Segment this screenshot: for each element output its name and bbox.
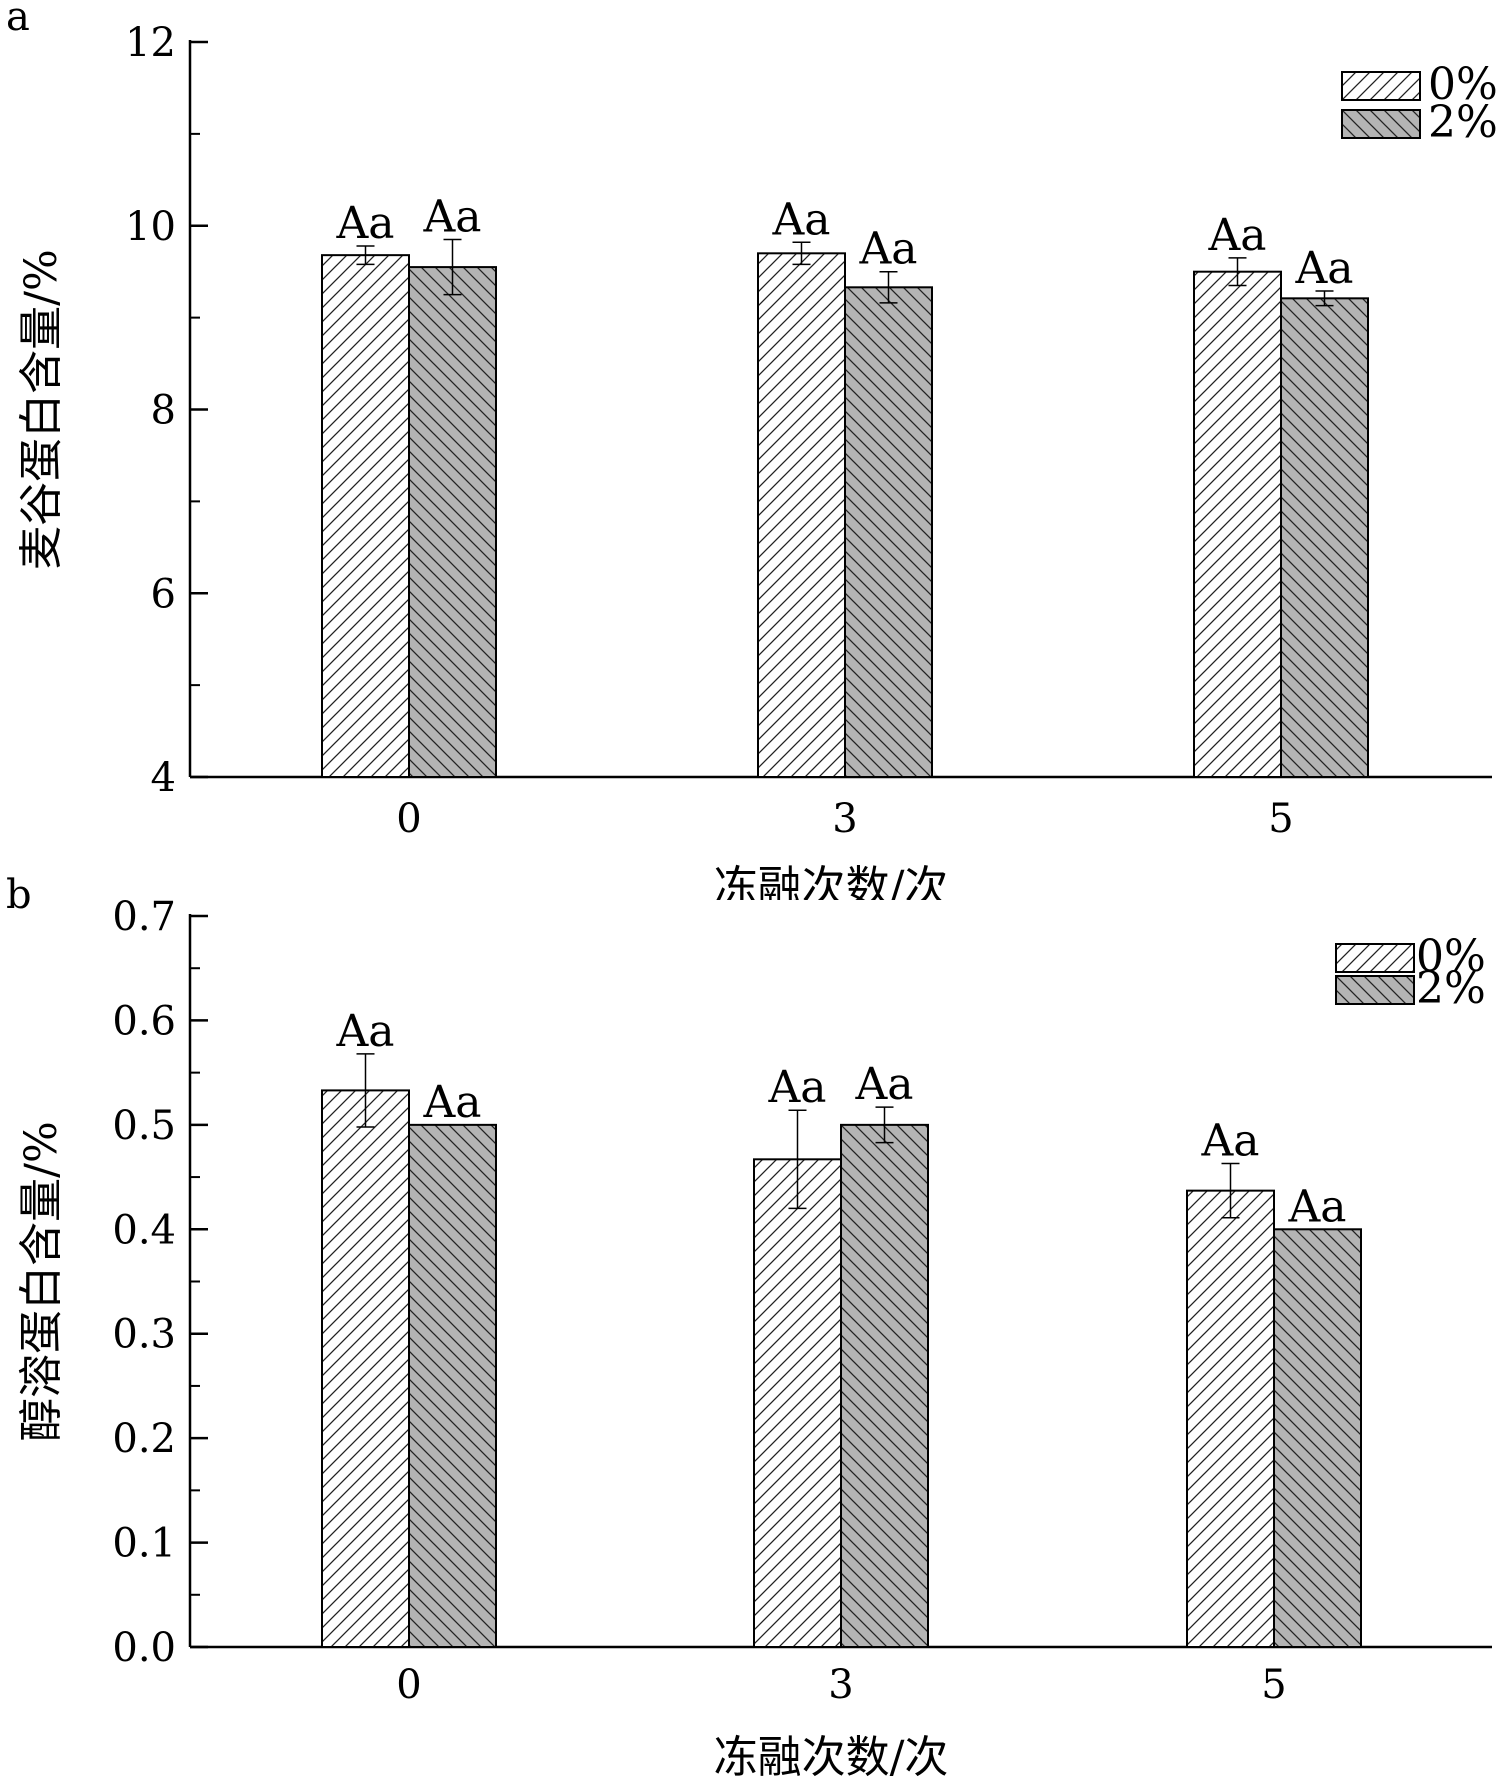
y-tick-label: 6	[151, 571, 176, 617]
legend-swatch	[1335, 975, 1415, 1005]
x-tick-label: 3	[828, 1662, 853, 1708]
significance-label: Aa	[854, 1059, 913, 1110]
x-tick-label: 3	[832, 796, 857, 842]
legend-label: 0%	[1416, 931, 1486, 982]
bar	[1273, 1228, 1362, 1648]
legend-label: 0%	[1428, 59, 1498, 110]
x-tick-label: 0	[396, 796, 421, 842]
bar	[1280, 297, 1369, 778]
significance-label: Aa	[1207, 210, 1266, 261]
bar	[840, 1123, 929, 1649]
bar-chart-a: 4 6 8 10 12 0 3 5 Aa Aa Aa Aa Aa Aa 0%2% 冻融次数/次 麦谷蛋白含量/%	[16, 20, 1498, 900]
significance-label: Aa	[422, 1077, 481, 1128]
bar	[753, 1158, 842, 1648]
y-tick-label: 0.2	[112, 1416, 176, 1462]
significance-label: Aa	[422, 192, 481, 243]
bar-chart-b: 0.0 0.1 0.2 0.3 0.4 0.5 0.6 0.7 0 3 5 Aa Aa Aa Aa Aa Aa 0…	[16, 894, 1492, 1783]
significance-label: Aa	[858, 224, 917, 275]
bar	[757, 252, 846, 778]
x-tick-label: 0	[396, 1662, 421, 1708]
y-tick-label: 0.4	[112, 1207, 176, 1253]
significance-label: Aa	[1287, 1181, 1346, 1232]
y-tick-label: 0.0	[112, 1625, 176, 1671]
bar	[321, 1089, 410, 1649]
y-tick-label: 0.6	[112, 998, 176, 1044]
y-axis-title: 麦谷蛋白含量/%	[16, 249, 67, 570]
chart-panel-b: b 0.0 0.1 0.2 0.3 0.4 0.5 0.6 0.7 0 3 5 Aa Aa Aa Aa Aa A…	[0, 872, 1504, 1784]
y-axis-title: 醇溶蛋白含量/%	[16, 1121, 67, 1442]
significance-label: Aa	[335, 1006, 394, 1057]
y-tick-label: 0.7	[112, 894, 176, 940]
bar	[1193, 270, 1282, 778]
bar	[408, 1123, 497, 1649]
x-tick-label: 5	[1261, 1662, 1286, 1708]
significance-label: Aa	[335, 198, 394, 249]
x-axis-title: 冻融次数/次	[714, 862, 949, 900]
y-tick-label: 0.5	[112, 1103, 176, 1149]
bar	[844, 286, 933, 778]
x-tick-label: 5	[1268, 796, 1293, 842]
legend-label: 2%	[1428, 97, 1498, 148]
y-tick-label: 0.3	[112, 1312, 176, 1358]
bar	[321, 254, 410, 778]
significance-label: Aa	[767, 1062, 826, 1113]
legend-swatch	[1335, 943, 1415, 973]
legend-swatch	[1341, 71, 1421, 101]
x-axis-title: 冻融次数/次	[714, 1732, 949, 1783]
y-tick-label: 12	[125, 20, 176, 66]
legend-label: 2%	[1416, 963, 1486, 1014]
significance-label: Aa	[1294, 243, 1353, 294]
bar	[408, 266, 497, 778]
legend-swatch	[1341, 109, 1421, 139]
panel-label: b	[6, 872, 32, 918]
significance-label: Aa	[771, 194, 830, 245]
significance-label: Aa	[1200, 1115, 1259, 1166]
y-tick-label: 8	[151, 388, 176, 434]
y-tick-label: 0.1	[112, 1521, 176, 1567]
y-tick-label: 4	[151, 755, 176, 801]
chart-panel-a: a 4 6 8 10 12 0 3 5 Aa Aa Aa Aa Aa Aa 0% 2% 冻融次数/次 麦谷蛋白含量…	[6, 0, 1498, 900]
bar	[1186, 1189, 1275, 1648]
panel-label: a	[6, 0, 30, 40]
y-tick-label: 10	[125, 204, 176, 250]
